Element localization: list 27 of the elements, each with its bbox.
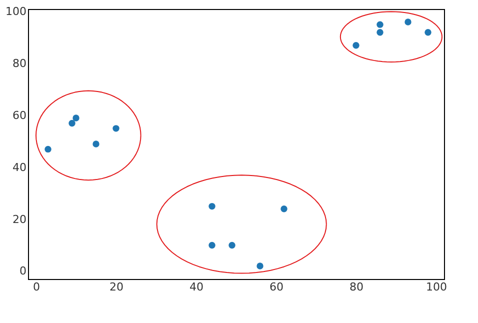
point (280, 206, 288, 212)
x-tick-label: 20 (110, 280, 124, 294)
x-tick-label: 80 (350, 280, 364, 294)
y-tick-label: 0 (20, 264, 26, 278)
y-tick-label: 100 (6, 5, 26, 18)
point (92, 140, 100, 148)
x-tick-label: 40 (190, 280, 204, 294)
x-tick-label: 0 (33, 280, 40, 294)
point (208, 202, 216, 210)
x-tick-label: 60 (270, 280, 284, 294)
point (404, 18, 412, 26)
point (72, 114, 80, 122)
x-tick-label: 100 (426, 280, 447, 294)
point (44, 146, 52, 153)
point (424, 29, 432, 36)
point (208, 242, 216, 249)
y-tick-label: 20 (12, 212, 26, 226)
point (112, 125, 120, 132)
y-tick-label: 80 (12, 57, 26, 70)
point (376, 21, 384, 28)
y-tick-label: 60 (12, 108, 26, 122)
point (352, 42, 360, 49)
point (228, 242, 236, 249)
point (376, 29, 384, 36)
y-tick-label: 40 (12, 160, 26, 174)
point (68, 120, 76, 127)
point (256, 262, 264, 270)
